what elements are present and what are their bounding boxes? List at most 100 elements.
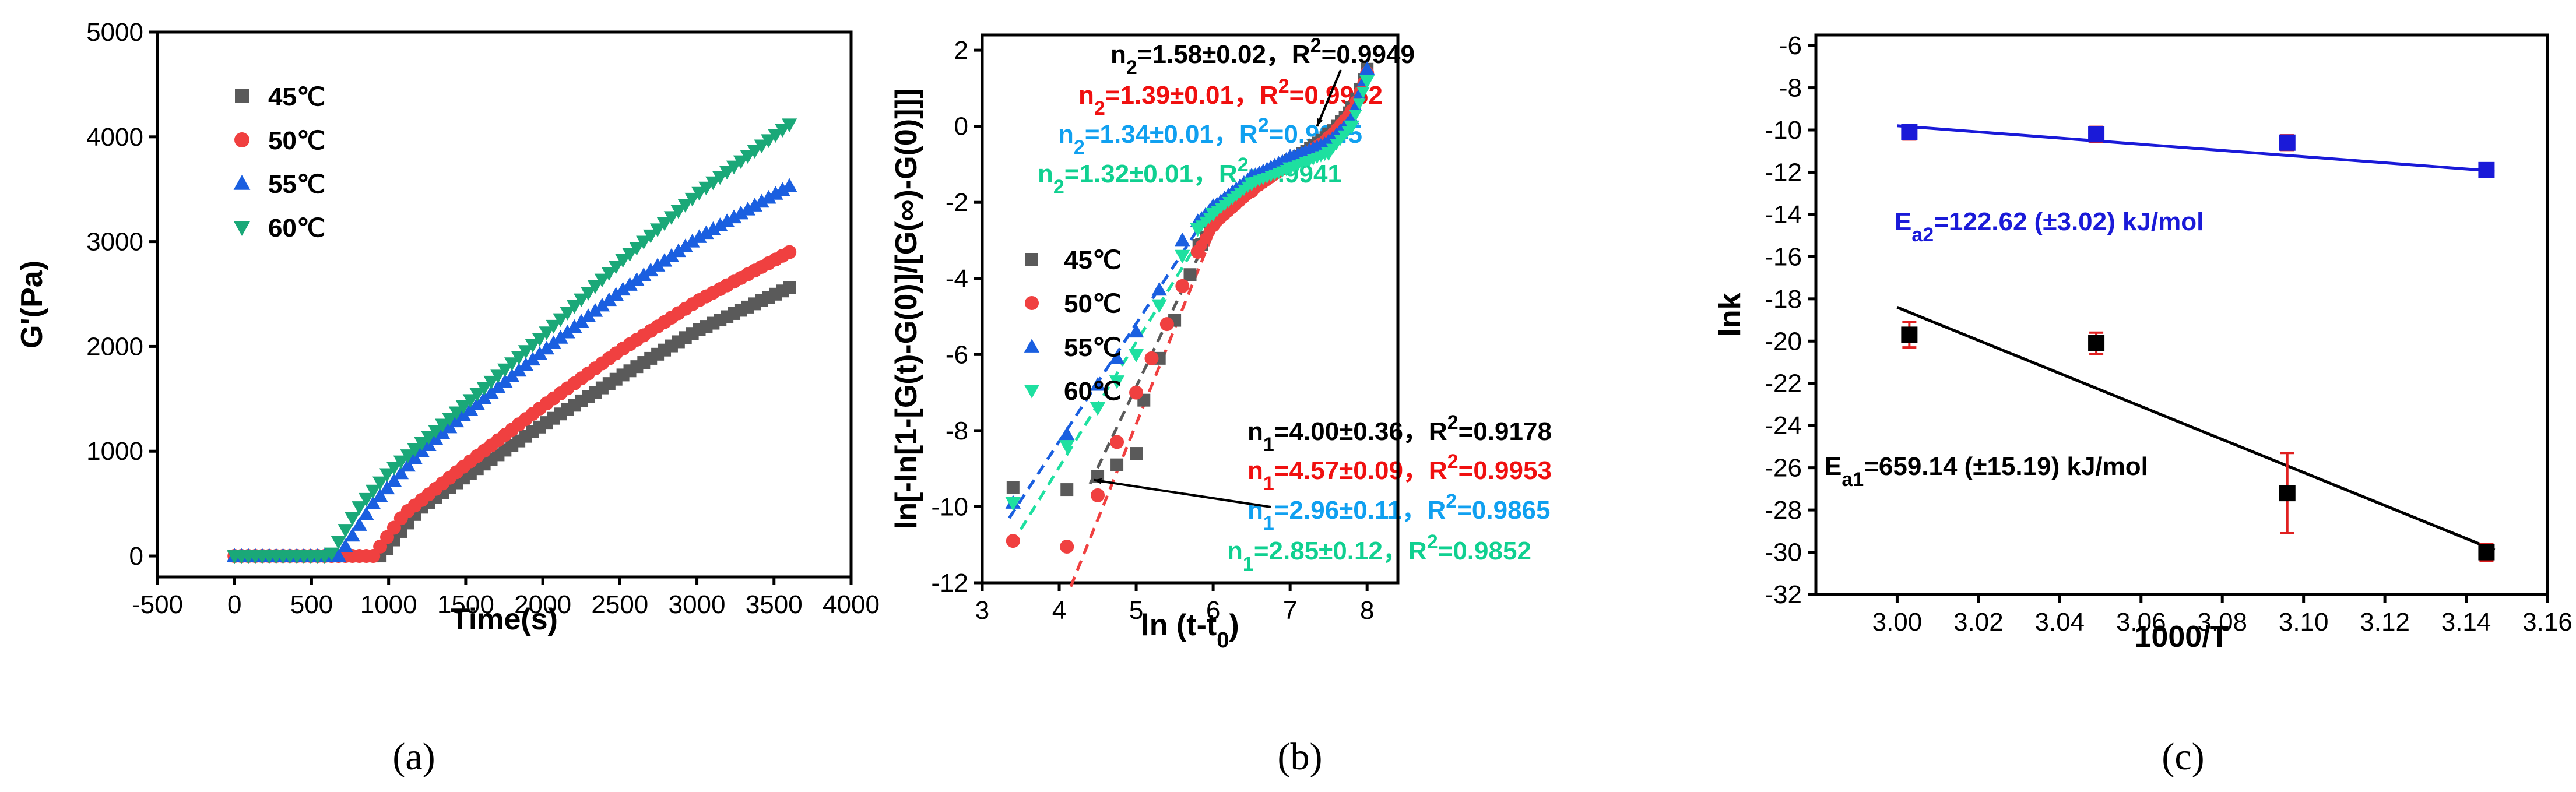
legend-marker bbox=[1025, 253, 1038, 266]
data-point bbox=[400, 449, 416, 463]
data-point bbox=[331, 536, 346, 550]
data-point bbox=[1151, 299, 1167, 314]
data-point bbox=[677, 238, 693, 252]
data-point bbox=[580, 287, 596, 301]
series-c-0 bbox=[1901, 123, 2495, 178]
data-point bbox=[441, 412, 458, 427]
data-point bbox=[643, 229, 659, 244]
annotation-tail: =0.9178 bbox=[1459, 417, 1552, 446]
ea2-annotation: Ea2=122.62 (±3.02) kJ/mol bbox=[1895, 207, 2204, 246]
data-point bbox=[1091, 488, 1105, 502]
data-point bbox=[705, 221, 721, 235]
x-tick-label-a: 2000 bbox=[514, 590, 571, 619]
data-point bbox=[712, 217, 728, 231]
annotation-body: =2.96±0.11，R bbox=[1274, 496, 1446, 525]
y-tick-label-c: -10 bbox=[1765, 116, 1802, 145]
data-point bbox=[518, 345, 534, 359]
data-point bbox=[448, 406, 465, 420]
arrow-n2 bbox=[1316, 69, 1342, 127]
plot-frame-b bbox=[981, 33, 1400, 585]
data-point bbox=[768, 129, 783, 143]
data-point bbox=[698, 225, 714, 240]
data-point bbox=[1060, 483, 1074, 497]
data-point bbox=[352, 517, 367, 531]
y-tick-label-a: 4000 bbox=[86, 123, 143, 152]
fit-line-b-3 bbox=[1019, 217, 1215, 530]
annotation-superscript: 2 bbox=[1427, 531, 1438, 553]
ea1-annotation: Ea1=659.14 (±15.19) kJ/mol bbox=[1825, 452, 2148, 491]
arrow-n1 bbox=[1093, 478, 1271, 508]
annotation-prefix: E bbox=[1895, 207, 1911, 236]
data-point bbox=[754, 139, 769, 154]
data-point bbox=[733, 155, 749, 170]
data-point bbox=[462, 394, 479, 408]
x-axis-title-c: 1000/T bbox=[2135, 620, 2229, 654]
y-tick-label-b: 0 bbox=[954, 112, 968, 141]
data-point bbox=[782, 178, 797, 192]
data-point bbox=[622, 277, 638, 291]
annotation-prefix: n bbox=[1078, 81, 1094, 110]
annotation-subscript: a1 bbox=[1841, 469, 1864, 491]
y-tick-label-c: -32 bbox=[1765, 580, 1802, 609]
data-point bbox=[386, 473, 402, 487]
annotation-subscript: 1 bbox=[1263, 473, 1274, 495]
x-tick-label-a: 0 bbox=[227, 590, 241, 619]
data-point bbox=[372, 488, 388, 502]
x-axis-title-end: ) bbox=[1229, 608, 1239, 642]
annotation-prefix: n bbox=[1247, 417, 1263, 446]
data-point bbox=[1901, 124, 1918, 140]
data-point bbox=[525, 339, 541, 353]
annotation-subscript: 1 bbox=[1263, 434, 1274, 456]
data-point bbox=[775, 182, 790, 196]
x-axis-title-b: ln (t-t0) bbox=[1141, 608, 1239, 653]
x-tick-label-c: 3.16 bbox=[2522, 608, 2573, 636]
panel-label-b: (b) bbox=[1278, 735, 1323, 778]
x-tick-label-c: 3.10 bbox=[2279, 608, 2329, 636]
data-point bbox=[469, 388, 485, 402]
x-tick-label-c: 3.00 bbox=[1872, 608, 1923, 636]
data-point bbox=[601, 267, 617, 281]
data-point bbox=[366, 495, 381, 510]
y-tick-label-c: -20 bbox=[1765, 327, 1802, 355]
legend-marker bbox=[1025, 296, 1039, 310]
data-point bbox=[372, 476, 388, 491]
annotation-body: =4.00±0.36，R bbox=[1274, 417, 1447, 446]
data-point bbox=[532, 346, 548, 360]
x-tick-label-a: 3000 bbox=[669, 590, 726, 619]
panel-label-a: (a) bbox=[392, 735, 435, 778]
legend-label: 55℃ bbox=[268, 170, 325, 199]
annotation-text: n2=1.39±0.01，R2=0.9962 bbox=[1078, 75, 1383, 119]
data-point bbox=[1110, 458, 1124, 471]
data-point bbox=[1128, 349, 1144, 362]
data-point bbox=[1175, 232, 1190, 247]
data-point bbox=[754, 193, 769, 208]
x-tick-label-a: 4000 bbox=[823, 590, 880, 619]
y-tick-label-a: 5000 bbox=[86, 18, 143, 47]
data-point bbox=[2088, 335, 2105, 351]
x-tick-label-c: 3.04 bbox=[2035, 608, 2085, 636]
data-point bbox=[400, 457, 416, 472]
data-point bbox=[1901, 326, 1918, 343]
annotation-prefix: n bbox=[1247, 496, 1263, 525]
data-point bbox=[1059, 426, 1075, 441]
data-point bbox=[504, 357, 520, 371]
series-a-1 bbox=[227, 245, 797, 564]
annotation-prefix: n bbox=[1038, 160, 1053, 188]
data-point bbox=[677, 199, 693, 213]
x-tick-label-b: 5 bbox=[1129, 596, 1143, 625]
data-point bbox=[1109, 350, 1125, 364]
annotation-body: =1.39±0.01，R bbox=[1105, 81, 1278, 110]
y-axis-title-c: lnk bbox=[1713, 293, 1747, 336]
data-point bbox=[587, 280, 603, 294]
annotation-prefix: n bbox=[1058, 120, 1074, 149]
x-tick-label-a: 3500 bbox=[746, 590, 803, 619]
data-point bbox=[636, 235, 652, 249]
data-point bbox=[663, 211, 680, 225]
annotation-subscript: 2 bbox=[1053, 176, 1064, 198]
x-tick-label-a: -500 bbox=[132, 590, 183, 619]
data-point bbox=[1128, 323, 1144, 338]
data-point bbox=[1144, 351, 1159, 365]
data-point bbox=[414, 437, 430, 451]
data-point bbox=[1175, 249, 1190, 264]
annotation-prefix: n bbox=[1227, 537, 1243, 565]
